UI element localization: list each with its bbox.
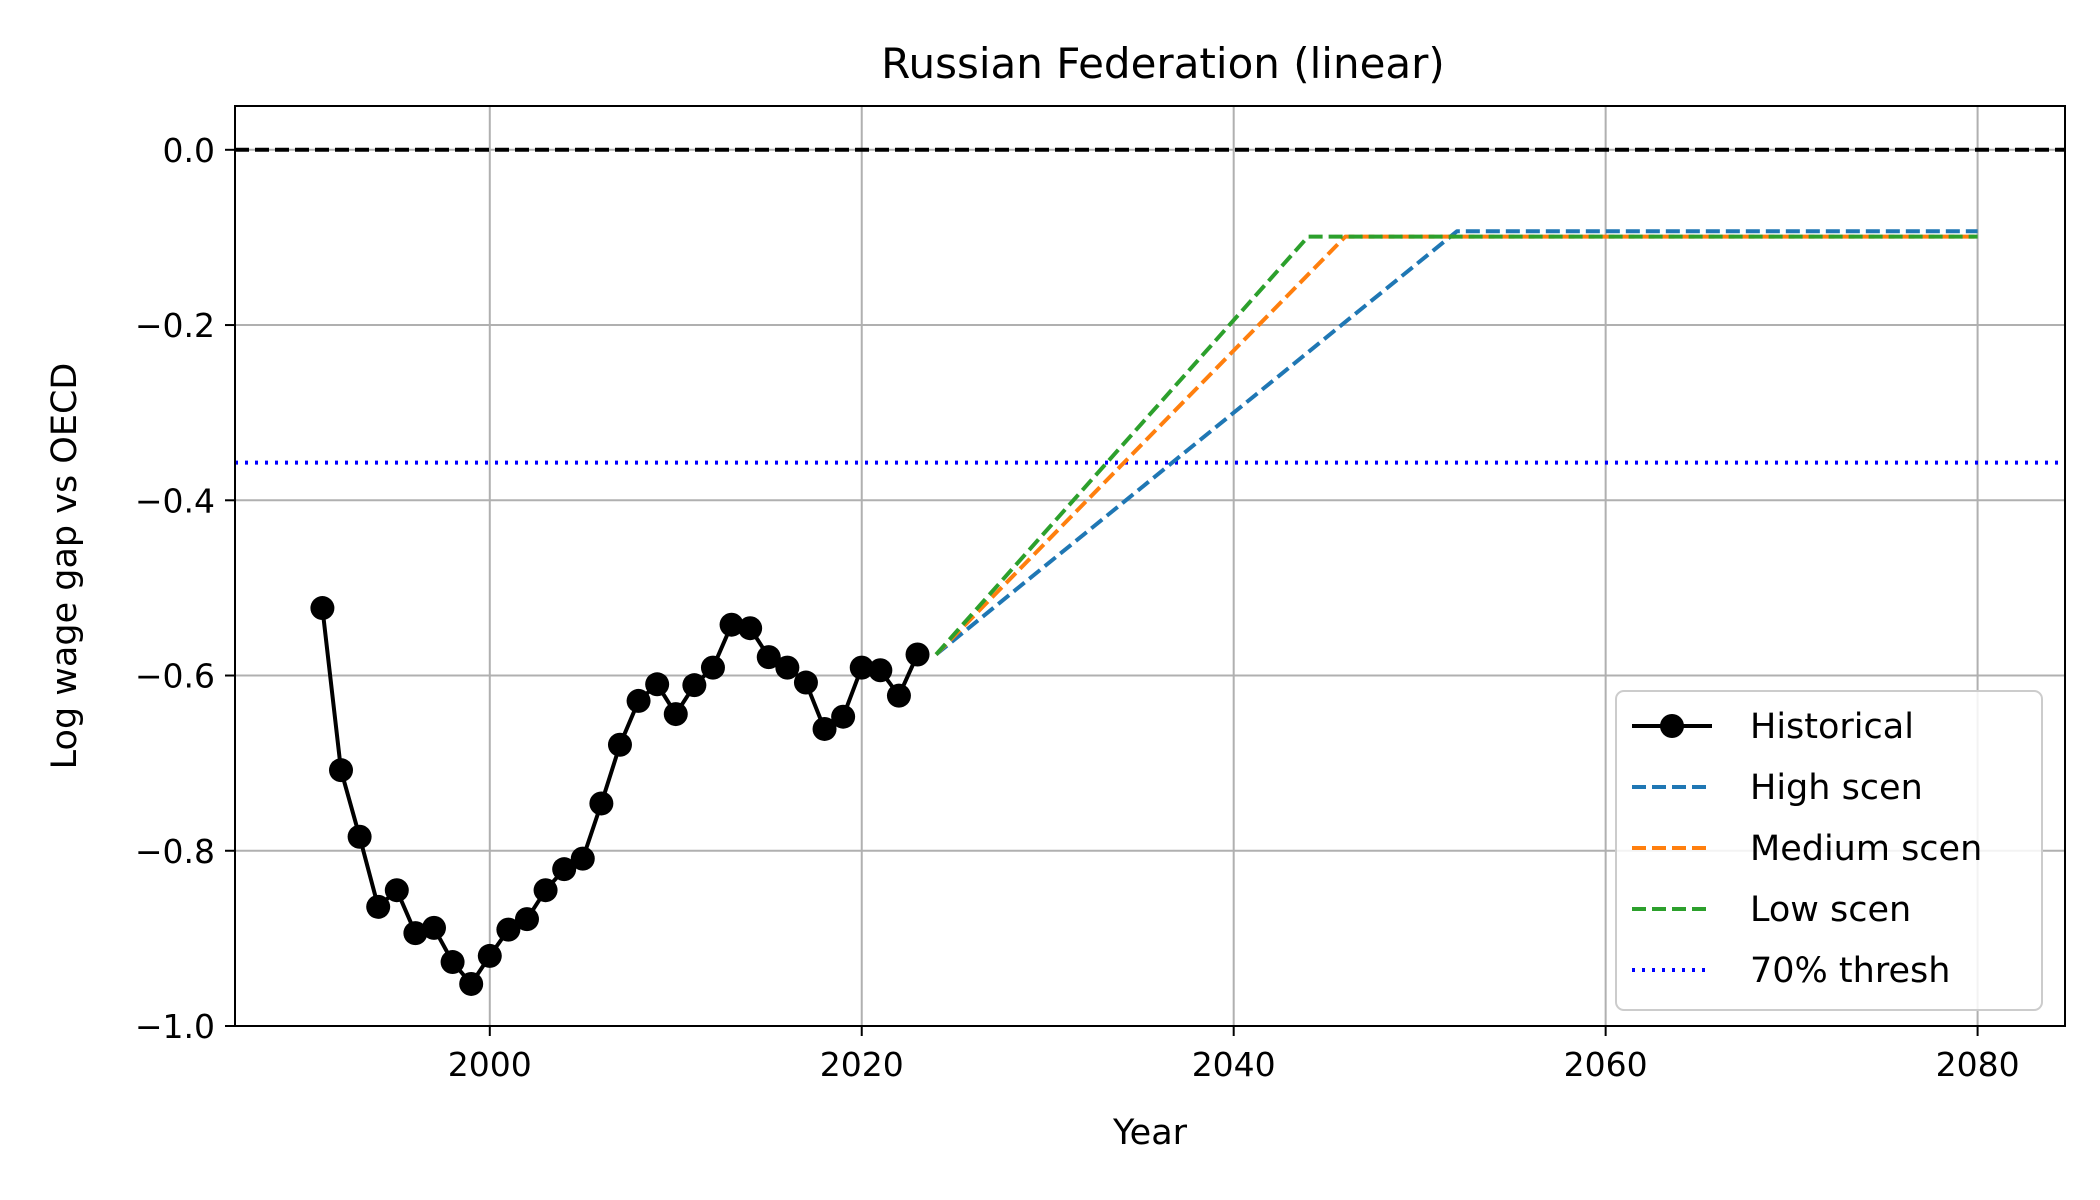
- chart-title: Russian Federation (linear): [881, 39, 1445, 88]
- y-tick-label: −0.2: [135, 306, 215, 345]
- x-axis-label: Year: [1112, 1113, 1188, 1153]
- data-point-historical: [496, 917, 521, 942]
- data-point-historical: [477, 943, 502, 968]
- legend-marker-historical: [1660, 714, 1684, 738]
- legend-label-historical: Historical: [1750, 707, 1914, 747]
- data-point-historical: [403, 921, 428, 946]
- y-tick-label: −1.0: [135, 1007, 215, 1046]
- data-point-historical: [552, 857, 577, 882]
- data-point-historical: [793, 670, 818, 695]
- ticks: 2000 2020 2040 2060 2080 0.0 −0.2 −0.4 −0.6 −0.8 −…: [135, 131, 2020, 1084]
- data-point-historical: [831, 704, 856, 729]
- data-point-historical: [645, 672, 670, 697]
- data-point-historical: [533, 878, 558, 903]
- y-axis-label: Log wage gap vs OECD: [45, 363, 85, 770]
- data-point-historical: [663, 702, 688, 727]
- data-point-historical: [682, 673, 707, 698]
- y-tick-label: 0.0: [163, 131, 215, 170]
- y-tick-label: −0.4: [135, 481, 215, 520]
- data-point-historical: [570, 846, 595, 871]
- data-point-historical: [347, 824, 372, 849]
- data-point-historical: [626, 688, 651, 713]
- data-point-historical: [886, 683, 911, 708]
- data-point-historical: [421, 915, 446, 940]
- legend-label-medium-scen: Medium scen: [1750, 829, 1982, 869]
- x-tick-label: 2060: [1564, 1045, 1648, 1084]
- series: [235, 229, 2065, 996]
- x-tick-label: 2040: [1192, 1045, 1276, 1084]
- legend-label-70-thresh: 70% thresh: [1750, 951, 1950, 991]
- data-point-historical: [514, 907, 539, 932]
- legend-box: [1615, 690, 2043, 1011]
- data-point-historical: [440, 950, 465, 975]
- x-tick-label: 2080: [1936, 1045, 2020, 1084]
- data-point-historical: [589, 791, 614, 816]
- y-tick-label: −0.8: [135, 832, 215, 871]
- legend-label-high-scen: High scen: [1750, 768, 1923, 808]
- series-line-low-scen: [934, 234, 1978, 656]
- data-point-historical: [868, 658, 893, 683]
- data-point-historical: [607, 732, 632, 757]
- data-point-historical: [849, 655, 874, 680]
- x-tick-label: 2020: [820, 1045, 904, 1084]
- legend: Historical High scen Medium scen Low scen 70…: [1615, 690, 2043, 1011]
- data-point-historical: [700, 655, 725, 680]
- data-point-historical: [310, 596, 335, 621]
- data-point-historical: [384, 878, 409, 903]
- data-point-historical: [719, 612, 744, 637]
- data-point-historical: [366, 894, 391, 919]
- x-tick-label: 2000: [448, 1045, 532, 1084]
- data-point-historical: [812, 716, 837, 741]
- data-point-historical: [738, 616, 763, 641]
- series-line-medium-scen: [934, 234, 1978, 656]
- legend-label-low-scen: Low scen: [1750, 890, 1911, 930]
- plot-frame: [234, 105, 2066, 1027]
- data-point-historical: [756, 645, 781, 670]
- data-point-historical: [905, 642, 930, 667]
- y-tick-label: −0.6: [135, 657, 215, 696]
- series-line-high-scen: [934, 229, 1978, 657]
- data-point-historical: [775, 655, 800, 680]
- data-point-historical: [459, 971, 484, 996]
- data-point-historical: [329, 758, 354, 783]
